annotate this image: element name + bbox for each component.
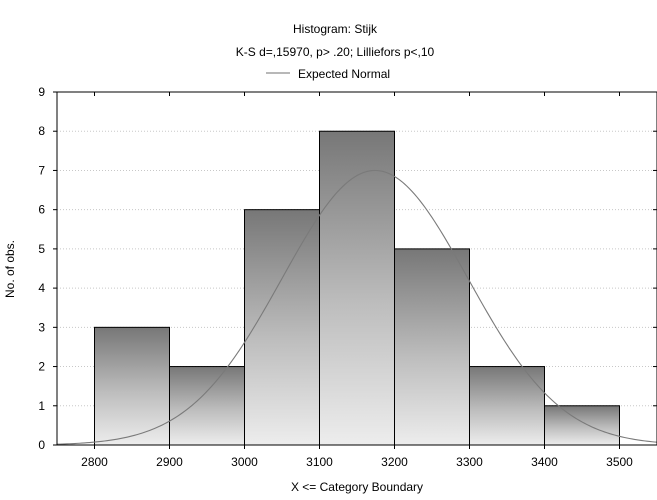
histogram-bar-0 — [94, 326, 170, 446]
expected-normal-curve — [57, 169, 657, 445]
x-tick-label-0: 2800 — [81, 455, 108, 469]
legend-label-expected-normal: Expected Normal — [298, 67, 390, 81]
y-tick-label-9: 9 — [38, 85, 45, 99]
y-tick-label-3: 3 — [38, 320, 45, 334]
y-axis-label: No. of obs. — [3, 240, 17, 298]
histogram-bar-4 — [394, 248, 470, 446]
x-tick-labels: 2800 2900 3000 3100 3200 3300 3400 3500 — [81, 455, 633, 469]
histogram-bars — [94, 130, 620, 446]
x-tick-label-5: 3300 — [456, 455, 483, 469]
y-tick-label-0: 0 — [38, 438, 45, 452]
histogram-bar-1 — [169, 366, 245, 446]
x-tick-label-6: 3400 — [531, 455, 558, 469]
x-tick-label-7: 3500 — [606, 455, 633, 469]
y-tick-label-6: 6 — [38, 203, 45, 217]
chart-title: Histogram: Stijk — [293, 22, 378, 36]
x-tick-label-2: 3000 — [231, 455, 258, 469]
y-tick-label-1: 1 — [38, 399, 45, 413]
axes — [53, 91, 657, 449]
histogram-bar-5 — [469, 366, 545, 446]
y-tick-labels: 0 1 2 3 4 5 6 7 8 9 — [38, 85, 45, 452]
y-tick-label-2: 2 — [38, 360, 45, 374]
y-tick-label-8: 8 — [38, 124, 45, 138]
histogram-bar-3 — [319, 130, 395, 446]
plot-frame — [56, 91, 657, 446]
legend: Expected Normal — [266, 67, 390, 81]
x-axis-label: X <= Category Boundary — [291, 480, 423, 494]
histogram-bar-6 — [544, 405, 620, 446]
histogram-bar-2 — [244, 209, 320, 446]
chart-subtitle: K-S d=,15970, p> .20; Lilliefors p<,10 — [236, 45, 435, 59]
x-tick-label-4: 3200 — [381, 455, 408, 469]
x-tick-label-3: 3100 — [306, 455, 333, 469]
x-tick-label-1: 2900 — [156, 455, 183, 469]
y-tick-label-4: 4 — [38, 281, 45, 295]
y-tick-label-5: 5 — [38, 242, 45, 256]
y-tick-label-7: 7 — [38, 163, 45, 177]
